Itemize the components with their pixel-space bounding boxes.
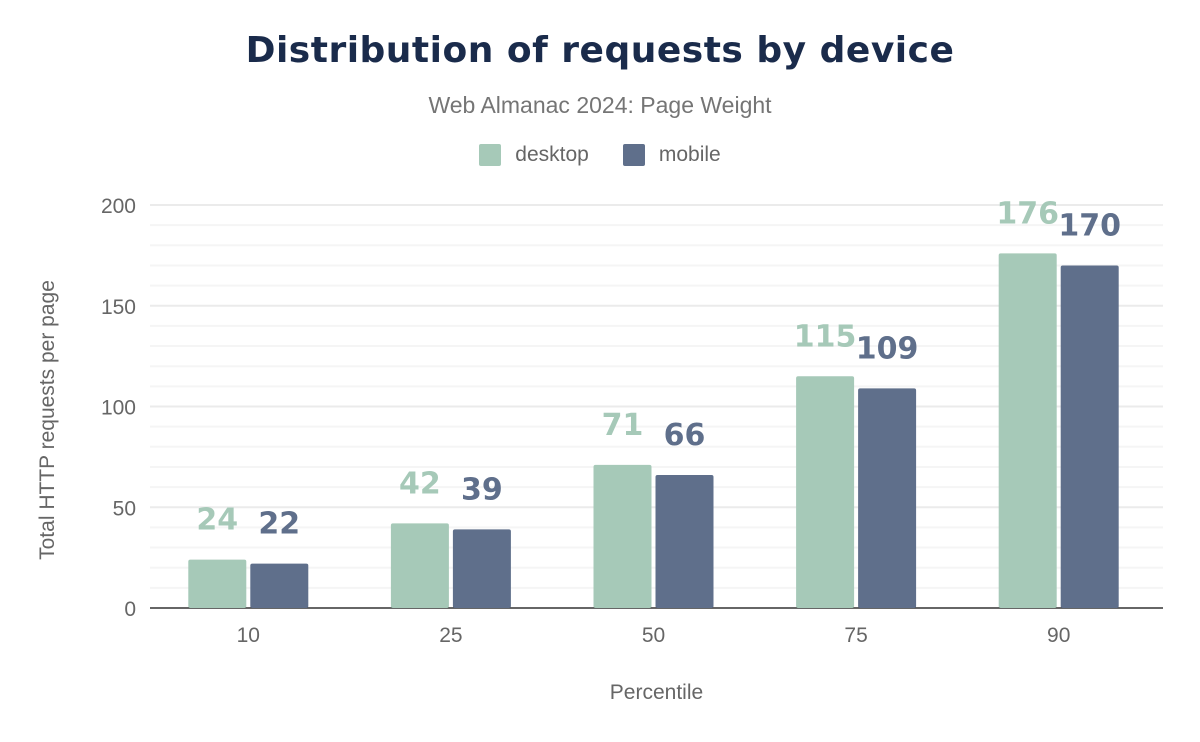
- bar-desktop: [188, 559, 247, 608]
- bar-desktop: [796, 376, 855, 608]
- y-tick-label: 0: [124, 598, 136, 621]
- data-label-mobile: 22: [258, 507, 300, 542]
- x-tick-label: 75: [844, 624, 867, 647]
- legend-item-desktop[interactable]: desktop: [479, 143, 589, 167]
- data-label-desktop: 71: [602, 408, 644, 443]
- legend-item-mobile[interactable]: mobile: [622, 143, 721, 167]
- data-label-mobile: 39: [461, 472, 503, 507]
- data-label-mobile: 109: [856, 331, 919, 366]
- legend: desktop mobile: [0, 143, 1200, 167]
- x-axis-title: Percentile: [610, 681, 703, 704]
- bar-mobile: [250, 563, 309, 608]
- y-tick-label: 100: [101, 397, 136, 420]
- legend-swatch-mobile: [622, 144, 645, 166]
- data-label-mobile: 66: [664, 418, 706, 453]
- x-tick-label: 10: [237, 624, 260, 647]
- bar-mobile: [1060, 265, 1119, 608]
- legend-label: desktop: [515, 143, 589, 166]
- chart-title: Distribution of requests by device: [245, 30, 955, 71]
- y-tick-label: 200: [101, 195, 136, 218]
- x-tick-label: 90: [1047, 624, 1070, 647]
- y-axis-title: Total HTTP requests per page: [36, 280, 59, 560]
- bar-mobile: [858, 388, 917, 608]
- data-label-mobile: 170: [1058, 208, 1121, 243]
- legend-label: mobile: [658, 143, 721, 166]
- x-tick-label: 50: [642, 624, 665, 647]
- y-tick-label: 50: [113, 497, 136, 520]
- x-tick-label: 25: [439, 624, 462, 647]
- bar-desktop: [593, 464, 652, 608]
- bar-desktop: [390, 523, 449, 608]
- y-tick-label: 150: [101, 296, 136, 319]
- bar-mobile: [452, 529, 511, 608]
- bar-desktop: [998, 253, 1057, 609]
- data-label-desktop: 24: [196, 503, 238, 538]
- bar-mobile: [655, 475, 714, 608]
- data-label-desktop: 42: [399, 466, 441, 501]
- chart-subtitle: Web Almanac 2024: Page Weight: [428, 92, 772, 118]
- data-label-desktop: 115: [794, 319, 857, 354]
- legend-swatch-desktop: [479, 144, 502, 166]
- data-label-desktop: 176: [996, 196, 1059, 231]
